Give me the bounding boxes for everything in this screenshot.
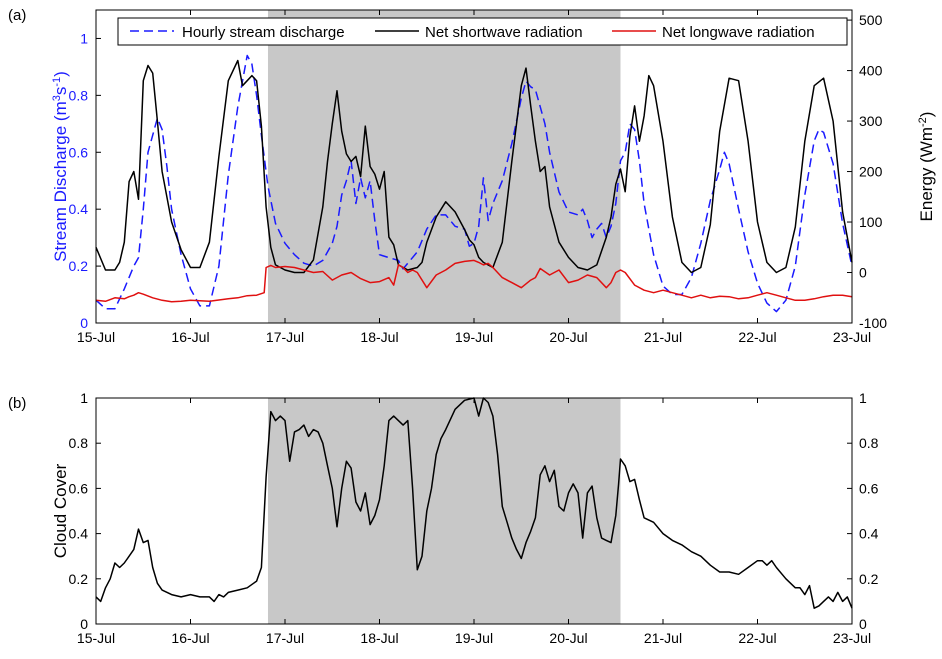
legend-label-shortwave: Net shortwave radiation <box>425 24 583 41</box>
b-x-tick-label-1: 16-Jul <box>171 630 209 646</box>
left-y-tick-label-4: 0.8 <box>69 87 89 103</box>
x-tick-label-7: 22-Jul <box>738 329 776 345</box>
legend-box <box>117 17 848 46</box>
b-x-tick-label-7: 22-Jul <box>738 630 776 646</box>
panel-a: 15-Jul 16-Jul 17-Jul 18-Jul 19-Jul 20-Jul 21-J… <box>8 7 936 345</box>
right-y-tick-label-5: 400 <box>859 63 883 79</box>
right-y-tick-label-2: 100 <box>859 214 883 230</box>
panel-a-right-axis-label: Energy (Wm-2) <box>917 112 936 222</box>
left-y-tick-label-5: 1 <box>80 30 88 46</box>
legend: Hourly stream discharge Net shortwave ra… <box>117 17 848 46</box>
panel-a-left-axis-label: Stream Discharge (m3s-1) <box>51 71 70 262</box>
panel-b-shaded-region <box>267 398 621 624</box>
right-y-tick-label-6: 500 <box>859 12 883 28</box>
left-y-tick-label-3: 0.6 <box>69 144 89 160</box>
b-x-tick-label-5: 20-Jul <box>549 630 587 646</box>
legend-label-discharge: Hourly stream discharge <box>182 24 345 41</box>
cloud-cover-line <box>95 397 853 609</box>
x-tick-label-1: 16-Jul <box>171 329 209 345</box>
series-line-1 <box>95 59 853 274</box>
right-y-tick-label-3: 200 <box>859 164 883 180</box>
right-y-tick-label-0: -100 <box>859 315 887 331</box>
series-line-0 <box>95 54 853 313</box>
series-line-2 <box>95 259 853 303</box>
right-y-tick-label-1: 0 <box>859 265 867 281</box>
b-right-y-tick-label-1: 0.2 <box>859 571 879 587</box>
x-tick-label-3: 18-Jul <box>360 329 398 345</box>
b-x-tick-label-4: 19-Jul <box>455 630 493 646</box>
b-left-y-tick-label-4: 0.8 <box>69 435 89 451</box>
panel-a-label: (a) <box>8 7 26 24</box>
b-right-y-tick-label-3: 0.6 <box>859 480 879 496</box>
panel-a-shaded-region <box>267 10 621 323</box>
x-tick-label-6: 21-Jul <box>644 329 682 345</box>
x-tick-label-8: 23-Jul <box>833 329 871 345</box>
x-tick-label-0: 15-Jul <box>77 329 115 345</box>
right-y-tick-label-4: 300 <box>859 113 883 129</box>
b-left-y-tick-label-5: 1 <box>80 390 88 406</box>
x-tick-label-4: 19-Jul <box>455 329 493 345</box>
b-right-y-tick-label-5: 1 <box>859 390 867 406</box>
b-left-y-tick-label-2: 0.4 <box>69 526 89 542</box>
panel-b-y-axis-label: Cloud Cover <box>51 463 70 558</box>
b-left-y-tick-label-0: 0 <box>80 616 88 632</box>
left-y-tick-label-2: 0.4 <box>69 201 89 217</box>
b-x-tick-label-0: 15-Jul <box>77 630 115 646</box>
left-y-tick-label-0: 0 <box>80 315 88 331</box>
x-tick-label-5: 20-Jul <box>549 329 587 345</box>
b-right-y-tick-label-0: 0 <box>859 616 867 632</box>
b-left-y-tick-label-3: 0.6 <box>69 480 89 496</box>
b-x-tick-label-8: 23-Jul <box>833 630 871 646</box>
b-right-y-tick-label-4: 0.8 <box>859 435 879 451</box>
left-y-tick-label-1: 0.2 <box>69 258 89 274</box>
x-tick-label-2: 17-Jul <box>266 329 304 345</box>
panel-b-label: (b) <box>8 395 26 412</box>
b-x-tick-label-3: 18-Jul <box>360 630 398 646</box>
b-right-y-tick-label-2: 0.4 <box>859 526 879 542</box>
b-x-tick-label-2: 17-Jul <box>266 630 304 646</box>
legend-label-longwave: Net longwave radiation <box>662 24 815 41</box>
b-left-y-tick-label-1: 0.2 <box>69 571 89 587</box>
b-x-tick-label-6: 21-Jul <box>644 630 682 646</box>
panel-b: 15-Jul 16-Jul 17-Jul 18-Jul 19-Jul 20-Jul 21-J… <box>8 390 879 646</box>
